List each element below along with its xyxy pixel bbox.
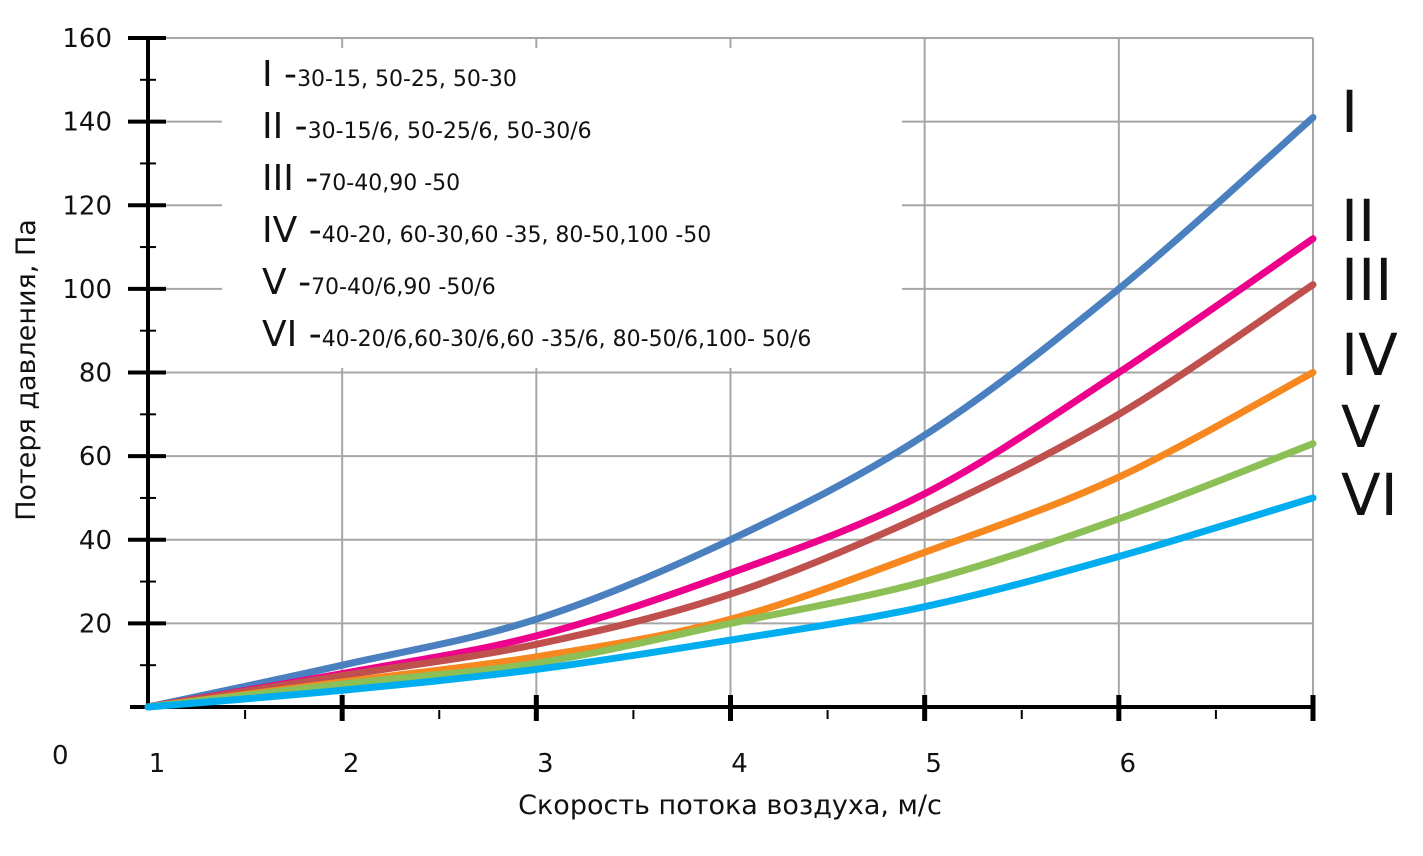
series-end-label: I	[1341, 78, 1358, 146]
legend-series-description: 30-15/6, 50-25/6, 50-30/6	[308, 119, 592, 144]
series-end-label: V	[1341, 393, 1381, 461]
legend-entry: V -70-40/6,90 -50/6	[262, 262, 496, 303]
legend-series-description: 70-40,90 -50	[318, 171, 460, 196]
legend-entry: I -30-15, 50-25, 50-30	[262, 54, 517, 95]
legend: I -30-15, 50-25, 50-30 II -30-15/6, 50-25…	[222, 48, 902, 368]
legend-entry: IV -40-20, 60-30,60 -35, 80-50,100 -50	[262, 210, 711, 251]
y-tick-label: 40	[79, 526, 112, 556]
y-tick-label: 80	[79, 359, 112, 389]
origin-label: 0	[52, 741, 69, 771]
series-end-label: IV	[1341, 321, 1398, 389]
y-tick-label: 100	[62, 275, 112, 305]
legend-series-name: IV -	[262, 210, 322, 251]
legend-series-description: 30-15, 50-25, 50-30	[297, 67, 517, 92]
legend-series-description: 40-20, 60-30,60 -35, 80-50,100 -50	[322, 223, 712, 248]
y-axis-title: Потеря давления, Па	[11, 219, 42, 521]
legend-series-name: I -	[262, 54, 297, 95]
series-line-5	[144, 440, 1317, 711]
series-line-3	[144, 281, 1317, 711]
legend-box	[222, 48, 902, 368]
legend-series-name: III -	[262, 158, 318, 199]
x-tick-label: 3	[537, 749, 554, 779]
series-end-label: VI	[1341, 461, 1398, 529]
y-tick-label: 120	[62, 191, 112, 221]
legend-series-name: V -	[262, 262, 311, 303]
legend-entry: VI -40-20/6,60-30/6,60 -35/6, 80-50/6,10…	[262, 314, 811, 355]
x-axis-title: Скорость потока воздуха, м/с	[518, 790, 942, 821]
series-line-1	[144, 113, 1317, 711]
legend-entry: II -30-15/6, 50-25/6, 50-30/6	[262, 106, 592, 147]
tick-labels: 20 40 60 80 100 120 140 160 1 2 3 4 5 6	[62, 24, 1136, 779]
x-tick-label: 6	[1120, 749, 1137, 779]
series-line-6	[144, 494, 1317, 711]
legend-entry: III -70-40,90 -50	[262, 158, 460, 199]
y-tick-label: 160	[62, 24, 112, 54]
legend-series-description: 40-20/6,60-30/6,60 -35/6, 80-50/6,100- 5…	[322, 327, 812, 352]
legend-series-name: II -	[262, 106, 308, 147]
y-tick-label: 60	[79, 442, 112, 472]
axes	[128, 36, 1316, 721]
series-end-label: II	[1341, 187, 1375, 255]
series-end-label: III	[1341, 246, 1392, 314]
y-tick-label: 20	[79, 609, 112, 639]
x-tick-label: 2	[343, 749, 360, 779]
x-tick-label: 5	[925, 749, 942, 779]
x-tick-label: 4	[731, 749, 748, 779]
series-layer	[144, 113, 1317, 711]
y-tick-label: 140	[62, 108, 112, 138]
legend-series-description: 70-40/6,90 -50/6	[311, 275, 496, 300]
legend-series-name: VI -	[262, 314, 322, 355]
x-tick-label: 1	[149, 749, 166, 779]
